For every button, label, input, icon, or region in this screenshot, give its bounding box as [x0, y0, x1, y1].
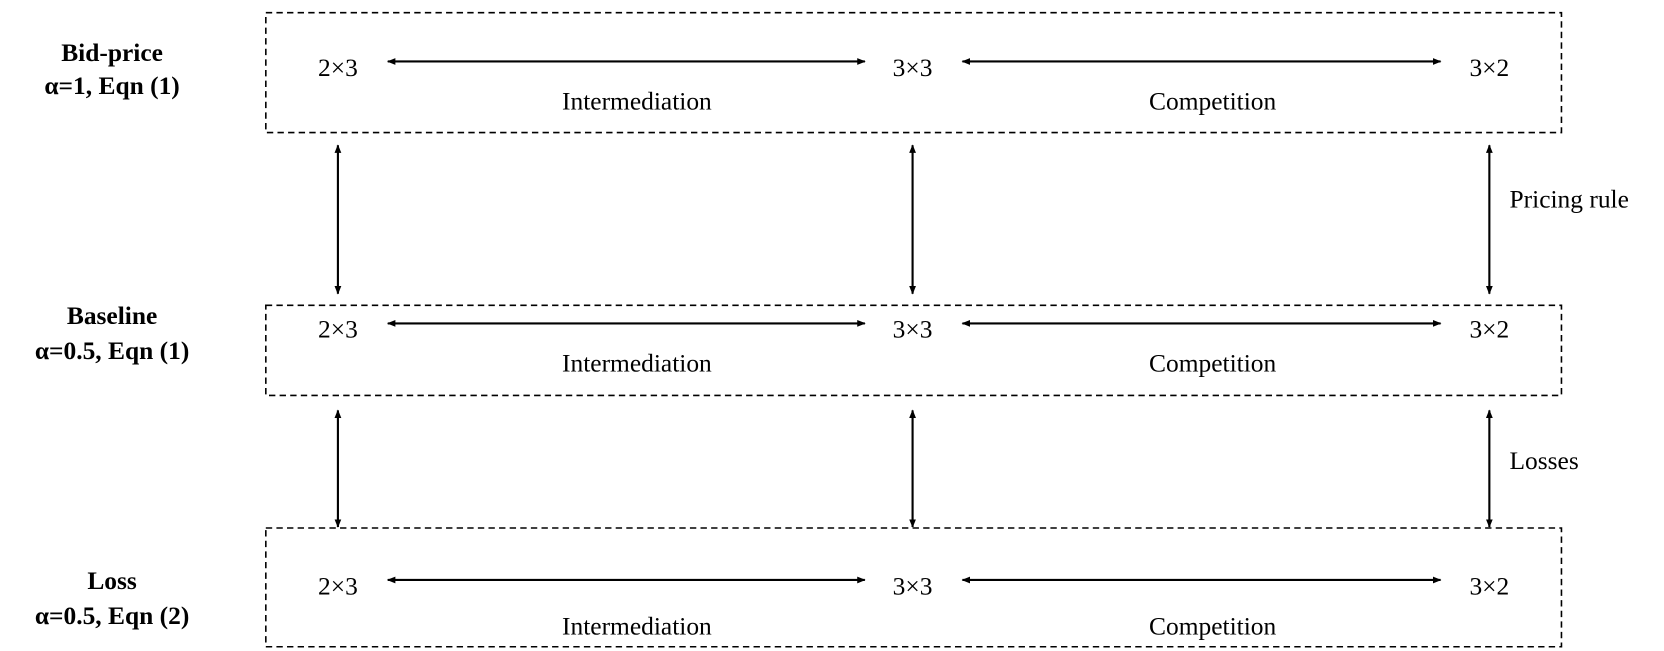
node-label: 3×2: [1469, 315, 1509, 344]
row-subtitle: α=0.5, Eqn (2): [35, 601, 190, 630]
node-label: 3×3: [893, 571, 933, 600]
node-label: 3×2: [1469, 53, 1509, 82]
row-title: Bid-price: [61, 38, 163, 67]
link-label: Competition: [1149, 87, 1276, 116]
link-label: Intermediation: [562, 87, 712, 116]
link-label: Competition: [1149, 349, 1276, 378]
row-subtitle: α=0.5, Eqn (1): [35, 336, 190, 365]
node-label: 3×3: [893, 315, 933, 344]
row-subtitle: α=1, Eqn (1): [44, 71, 179, 100]
link-label: Intermediation: [562, 349, 712, 378]
row-title: Loss: [87, 566, 137, 595]
row-title: Baseline: [67, 301, 157, 330]
transition-label: Losses: [1510, 446, 1579, 475]
node-label: 2×3: [318, 571, 358, 600]
row-box: [265, 11, 1563, 134]
node-label: 3×2: [1469, 571, 1509, 600]
node-label: 2×3: [318, 315, 358, 344]
transition-label: Pricing rule: [1510, 184, 1629, 213]
link-label: Intermediation: [562, 612, 712, 641]
link-label: Competition: [1149, 612, 1276, 641]
node-label: 2×3: [318, 53, 358, 82]
node-label: 3×3: [893, 53, 933, 82]
row-box: [265, 304, 1563, 397]
row-box: [265, 527, 1563, 648]
